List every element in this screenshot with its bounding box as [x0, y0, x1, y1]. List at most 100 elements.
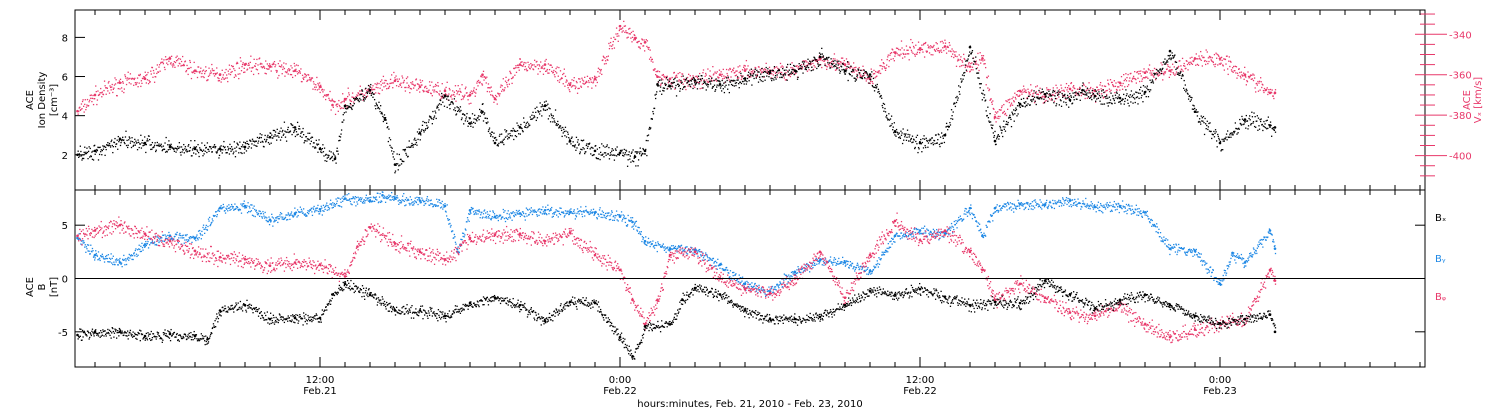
- density-scatter-dot: [114, 145, 117, 148]
- density-scatter-dot: [542, 108, 545, 110]
- vx-scatter-dot: [1035, 90, 1037, 93]
- by-scatter-dot: [163, 240, 166, 243]
- vx-scatter-dot: [1023, 88, 1025, 90]
- density-scatter-dot: [1200, 123, 1202, 125]
- vx-scatter-dot: [1046, 87, 1048, 89]
- density-scatter-dot: [296, 121, 299, 124]
- density-scatter-dot: [224, 146, 226, 148]
- density-scatter-dot: [301, 131, 304, 133]
- density-scatter-dot: [324, 160, 326, 162]
- by-scatter-dot: [247, 202, 249, 204]
- vx-scatter-dot: [872, 73, 875, 75]
- density-scatter-dot: [87, 157, 89, 160]
- density-scatter-dot: [185, 150, 187, 152]
- by-scatter-dot: [180, 237, 182, 239]
- density-scatter-dot: [834, 60, 836, 62]
- density-scatter-dot: [507, 138, 509, 140]
- vx-scatter-dot: [183, 64, 185, 67]
- vx-scatter-dot: [144, 71, 146, 73]
- density-scatter-dot: [208, 150, 210, 152]
- density-scatter-dot: [901, 142, 904, 145]
- density-scatter-dot: [1228, 136, 1230, 138]
- vx-scatter-dot: [1021, 89, 1024, 91]
- density-scatter-dot: [664, 82, 666, 85]
- vx-scatter-dot: [905, 53, 907, 55]
- density-scatter-dot: [509, 132, 511, 135]
- vx-scatter-dot: [889, 54, 891, 56]
- density-scatter-dot: [1142, 101, 1144, 103]
- vx-scatter-dot: [630, 37, 632, 39]
- density-scatter-dot: [553, 118, 555, 120]
- vx-scatter-dot: [152, 69, 155, 72]
- vx-scatter-dot: [1196, 63, 1199, 66]
- vx-scatter-dot: [1162, 72, 1164, 75]
- density-scatter-dot: [771, 69, 773, 71]
- density-scatter-dot: [741, 75, 743, 77]
- by-scatter-dot: [147, 247, 150, 249]
- vx-scatter-dot: [482, 76, 484, 78]
- density-scatter-dot: [881, 97, 883, 99]
- density-scatter-dot: [1218, 139, 1221, 141]
- density-scatter-dot: [330, 151, 332, 153]
- vx-scatter-dot: [681, 73, 684, 75]
- density-scatter-dot: [822, 56, 824, 58]
- by-scatter-dot: [315, 207, 317, 209]
- density-scatter-dot: [751, 84, 753, 86]
- vx-scatter-dot: [243, 71, 245, 74]
- vx-scatter-dot: [881, 59, 883, 61]
- vx-scatter-dot: [445, 86, 447, 89]
- density-scatter-dot: [465, 116, 468, 118]
- density-scatter-dot: [988, 120, 990, 122]
- vx-scatter-dot: [395, 75, 397, 77]
- vx-scatter-dot: [484, 76, 486, 79]
- density-scatter-dot: [1121, 99, 1123, 102]
- by-scatter-dot: [272, 217, 275, 219]
- density-scatter-dot: [490, 135, 492, 137]
- vx-scatter-dot: [1160, 62, 1162, 64]
- vx-point: [218, 73, 222, 77]
- vx-scatter-dot: [324, 94, 326, 96]
- vx-scatter-dot: [624, 31, 626, 34]
- vx-scatter-dot: [421, 84, 423, 86]
- density-scatter-dot: [1179, 72, 1181, 74]
- density-scatter-dot: [1068, 106, 1070, 108]
- vx-scatter-dot: [507, 79, 509, 82]
- density-scatter-dot: [663, 87, 666, 89]
- vx-scatter-dot: [266, 63, 268, 65]
- vx-scatter-dot: [674, 76, 677, 79]
- density-scatter-dot: [455, 114, 457, 116]
- by-scatter-dot: [235, 207, 237, 210]
- density-scatter-dot: [1131, 94, 1134, 96]
- by-scatter-dot: [293, 215, 295, 217]
- vx-scatter-dot: [171, 64, 173, 66]
- density-scatter-dot: [128, 139, 130, 141]
- density-scatter-dot: [1074, 92, 1076, 94]
- vx-scatter-dot: [415, 79, 417, 81]
- density-scatter-dot: [267, 134, 269, 137]
- density-scatter-dot: [516, 130, 519, 132]
- density-scatter-dot: [88, 146, 90, 148]
- vx-scatter-dot: [586, 81, 588, 83]
- density-scatter-dot: [773, 79, 775, 81]
- vx-scatter-dot: [1018, 95, 1020, 97]
- density-scatter-dot: [616, 146, 618, 148]
- by-scatter-dot: [339, 198, 342, 200]
- density-scatter-dot: [196, 150, 199, 152]
- density-scatter-dot: [506, 135, 508, 137]
- vx-scatter-dot: [262, 66, 264, 68]
- vx-scatter-dot: [860, 76, 862, 78]
- density-scatter-dot: [1014, 109, 1016, 112]
- density-scatter-dot: [242, 146, 244, 148]
- density-scatter-dot: [989, 121, 992, 123]
- density-point: [718, 83, 722, 86]
- vx-scatter-dot: [1200, 59, 1202, 61]
- density-scatter-dot: [632, 149, 634, 151]
- vx-scatter-dot: [1252, 73, 1254, 75]
- vx-scatter-dot: [1173, 73, 1175, 75]
- density-scatter-dot: [343, 119, 345, 121]
- by-scatter-dot: [122, 259, 124, 261]
- by-scatter-dot: [341, 197, 343, 199]
- density-scatter-dot: [674, 87, 677, 89]
- vx-scatter-dot: [1081, 93, 1084, 95]
- vx-scatter-dot: [1022, 91, 1024, 93]
